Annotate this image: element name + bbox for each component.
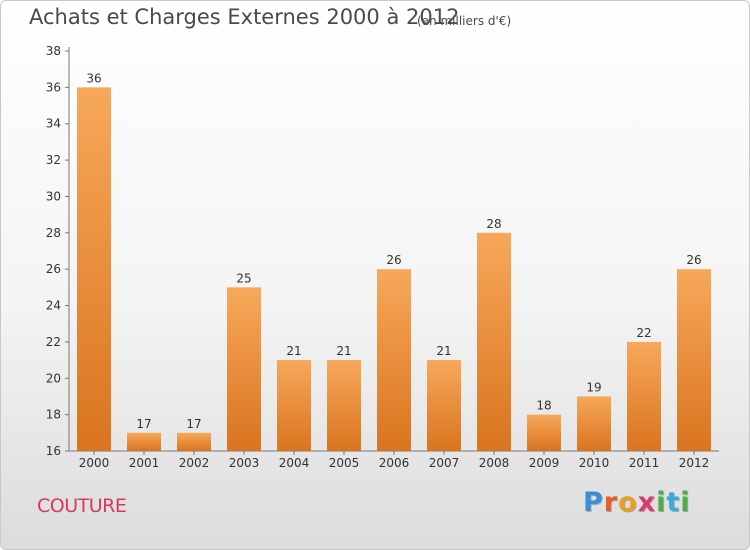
x-tick-label: 2002 bbox=[179, 456, 210, 470]
logo-letter: i bbox=[656, 487, 667, 518]
bar-2005 bbox=[327, 360, 361, 451]
y-tick-label: 38 bbox=[46, 44, 61, 58]
data-label: 18 bbox=[536, 399, 551, 413]
y-tick-label: 18 bbox=[46, 408, 61, 422]
bar-2008 bbox=[477, 232, 511, 451]
data-label: 17 bbox=[186, 417, 201, 431]
x-tick-label: 2009 bbox=[529, 456, 560, 470]
data-label: 26 bbox=[686, 253, 701, 267]
y-tick-label: 30 bbox=[46, 189, 61, 203]
bar-2001 bbox=[127, 432, 161, 451]
x-tick-label: 2003 bbox=[229, 456, 260, 470]
y-tick-label: 22 bbox=[46, 335, 61, 349]
y-tick-label: 36 bbox=[46, 80, 61, 94]
bar-2006 bbox=[377, 269, 411, 451]
x-tick-label: 2006 bbox=[379, 456, 410, 470]
x-tick-label: 2011 bbox=[629, 456, 660, 470]
y-tick-label: 16 bbox=[46, 444, 61, 458]
logo-letter: i bbox=[680, 487, 691, 518]
x-tick-label: 2001 bbox=[129, 456, 160, 470]
logo-letter: P bbox=[583, 487, 604, 518]
data-label: 19 bbox=[586, 380, 601, 394]
data-label: 28 bbox=[486, 217, 501, 231]
data-label: 22 bbox=[636, 326, 651, 340]
chart-bars bbox=[77, 87, 711, 451]
proxiti-logo[interactable]: Proxiti bbox=[583, 487, 691, 518]
y-tick-label: 34 bbox=[46, 117, 61, 131]
x-tick-label: 2010 bbox=[579, 456, 610, 470]
data-label: 21 bbox=[286, 344, 301, 358]
bar-2012 bbox=[677, 269, 711, 451]
y-tick-label: 28 bbox=[46, 226, 61, 240]
bar-2003 bbox=[227, 287, 261, 451]
commune-name: COUTURE bbox=[37, 495, 127, 517]
bar-2004 bbox=[277, 360, 311, 451]
x-tick-label: 2000 bbox=[79, 456, 110, 470]
data-label: 17 bbox=[136, 417, 151, 431]
logo-letter: r bbox=[603, 487, 619, 518]
data-label: 25 bbox=[236, 271, 251, 285]
bar-2007 bbox=[427, 360, 461, 451]
logo-letter: t bbox=[666, 487, 681, 518]
chart-axes: 16 18 20 22 24 26 28 30 32 34 36 38 bbox=[46, 44, 719, 458]
data-label: 21 bbox=[436, 344, 451, 358]
chart-labels: 2000 36 2001 17 2002 17 2003 25 2004 21 2005 21 2006… bbox=[79, 71, 710, 470]
y-tick-label: 32 bbox=[46, 153, 61, 167]
logo-letter: x bbox=[637, 487, 657, 518]
y-tick-label: 20 bbox=[46, 371, 61, 385]
logo-letter: o bbox=[618, 487, 638, 518]
data-label: 26 bbox=[386, 253, 401, 267]
data-label: 36 bbox=[86, 71, 101, 85]
bar-2000 bbox=[77, 87, 111, 451]
bar-2011 bbox=[627, 341, 661, 451]
bar-2010 bbox=[577, 396, 611, 451]
x-tick-label: 2005 bbox=[329, 456, 360, 470]
bar-2002 bbox=[177, 432, 211, 451]
data-label: 21 bbox=[336, 344, 351, 358]
chart-subtitle: (en milliers d'€) bbox=[417, 14, 512, 28]
y-tick-label: 24 bbox=[46, 299, 61, 313]
bar-2009 bbox=[527, 414, 561, 451]
x-tick-label: 2004 bbox=[279, 456, 310, 470]
x-tick-label: 2008 bbox=[479, 456, 510, 470]
y-tick-label: 26 bbox=[46, 262, 61, 276]
x-tick-label: 2012 bbox=[679, 456, 710, 470]
x-tick-label: 2007 bbox=[429, 456, 460, 470]
chart-title: Achats et Charges Externes 2000 à 2012 bbox=[29, 5, 460, 29]
